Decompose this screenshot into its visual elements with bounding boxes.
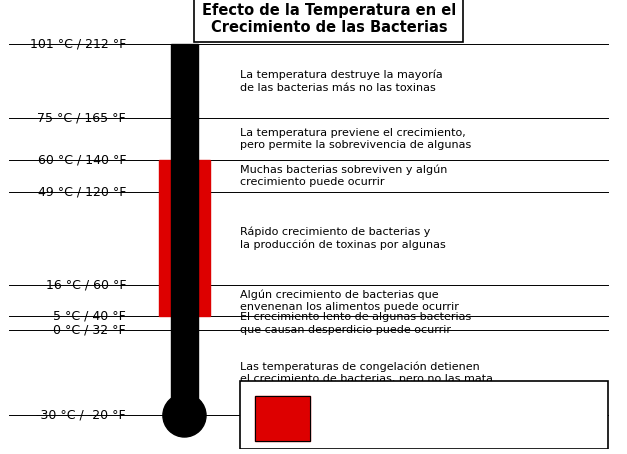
Text: 0 °C / 32 °F: 0 °C / 32 °F <box>53 324 126 337</box>
Text: 5 °C / 40 °F: 5 °C / 40 °F <box>53 310 126 323</box>
Bar <box>171 44 198 415</box>
Text: Zona Peligrosa: Zona Peligrosa <box>326 400 430 414</box>
Text: Rápido crecimiento de bacterias y
la producción de toxinas por algunas: Rápido crecimiento de bacterias y la pro… <box>240 227 446 250</box>
Text: 60 °C / 140 °F: 60 °C / 140 °F <box>38 154 126 167</box>
Text: Algún crecimiento de bacterias que
envenenan los alimentos puede ocurrir: Algún crecimiento de bacterias que enven… <box>240 289 458 312</box>
Text: para alimentos: para alimentos <box>421 400 519 414</box>
Text: -30 °C / -20 °F: -30 °C / -20 °F <box>36 409 126 422</box>
Text: Muchas bacterias sobreviven y algún
crecimiento puede ocurrir: Muchas bacterias sobreviven y algún crec… <box>240 164 447 188</box>
Text: (alimento, huevos, pescado, aves: (alimento, huevos, pescado, aves <box>326 429 537 442</box>
Text: El crecimiento lento de algunas bacterias
que causan desperdicio puede ocurrir: El crecimiento lento de algunas bacteria… <box>240 312 471 335</box>
Bar <box>255 395 310 441</box>
Text: 101 °C / 212 °F: 101 °C / 212 °F <box>30 38 126 51</box>
Bar <box>198 160 210 316</box>
Text: 16 °C / 60 °F: 16 °C / 60 °F <box>46 279 126 291</box>
Bar <box>240 381 608 449</box>
Bar <box>255 395 310 441</box>
Ellipse shape <box>163 394 206 437</box>
Text: potencialmente peligrosos: potencialmente peligrosos <box>326 415 492 428</box>
Text: Las temperaturas de congelación detienen
el crecimiento de bacterias, pero no la: Las temperaturas de congelación detienen… <box>240 361 493 385</box>
Text: 75 °C / 165 °F: 75 °C / 165 °F <box>38 111 126 124</box>
Text: 49 °C / 120 °F: 49 °C / 120 °F <box>38 185 126 198</box>
Text: La temperatura destruye la mayoría
de las bacterias más no las toxinas: La temperatura destruye la mayoría de la… <box>240 69 443 93</box>
Bar <box>159 160 171 316</box>
Text: La temperatura previene el crecimiento,
pero permite la sobrevivencia de algunas: La temperatura previene el crecimiento, … <box>240 128 471 150</box>
Text: Efecto de la Temperatura en el
Crecimiento de las Bacterias: Efecto de la Temperatura en el Crecimien… <box>202 3 456 35</box>
